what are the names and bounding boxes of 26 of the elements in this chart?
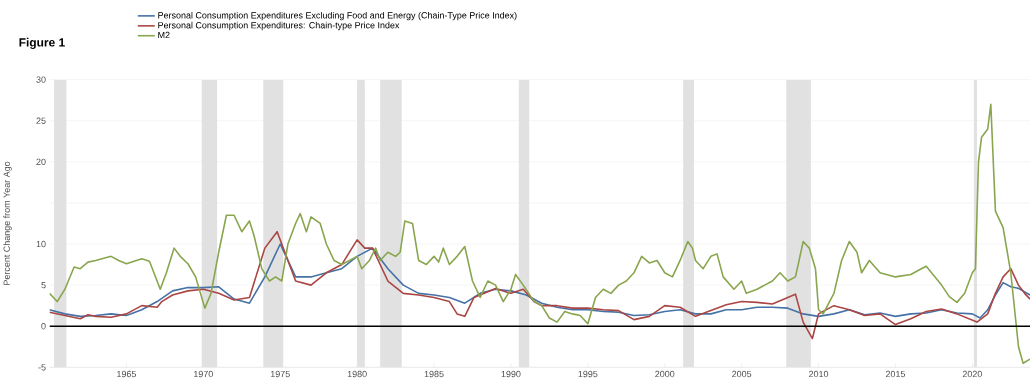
x-tick-label: 1990 <box>501 370 521 378</box>
y-tick-label: 20 <box>36 158 46 165</box>
y-tick-label: 10 <box>36 240 46 248</box>
y-tick-label: -5 <box>38 364 46 371</box>
legend-label: Personal Consumption Expenditures Excluding Food and Energy (Chain-Type Price Index) <box>158 11 517 21</box>
x-tick-label: 2000 <box>655 370 675 378</box>
x-tick-label: 2005 <box>732 370 752 378</box>
x-tick-label: 1985 <box>424 370 444 378</box>
x-tick-label: 1965 <box>117 370 136 378</box>
y-tick-label: 0 <box>41 322 46 330</box>
x-tick-label: 1970 <box>194 370 213 378</box>
chart-title: Figure 1 <box>19 37 65 49</box>
line-series <box>49 243 1031 319</box>
x-tick-label: 1980 <box>347 370 367 378</box>
y-tick-label: 5 <box>41 281 46 289</box>
x-tick-label: 2020 <box>962 370 982 378</box>
legend-label: M2 <box>158 31 170 38</box>
y-axis-title: Percent Change from Year Ago <box>3 161 12 285</box>
x-tick-label: 2015 <box>885 370 906 378</box>
x-tick-label: 1975 <box>270 370 290 378</box>
y-tick-label: 25 <box>36 117 46 124</box>
y-tick-label: 30 <box>36 76 46 83</box>
x-tick-label: 1995 <box>578 370 598 378</box>
line-series <box>49 103 1031 364</box>
legend-label: Personal Consumption Expenditures: Chain-type Price Index <box>158 21 400 31</box>
x-tick-label: 2010 <box>809 370 829 378</box>
